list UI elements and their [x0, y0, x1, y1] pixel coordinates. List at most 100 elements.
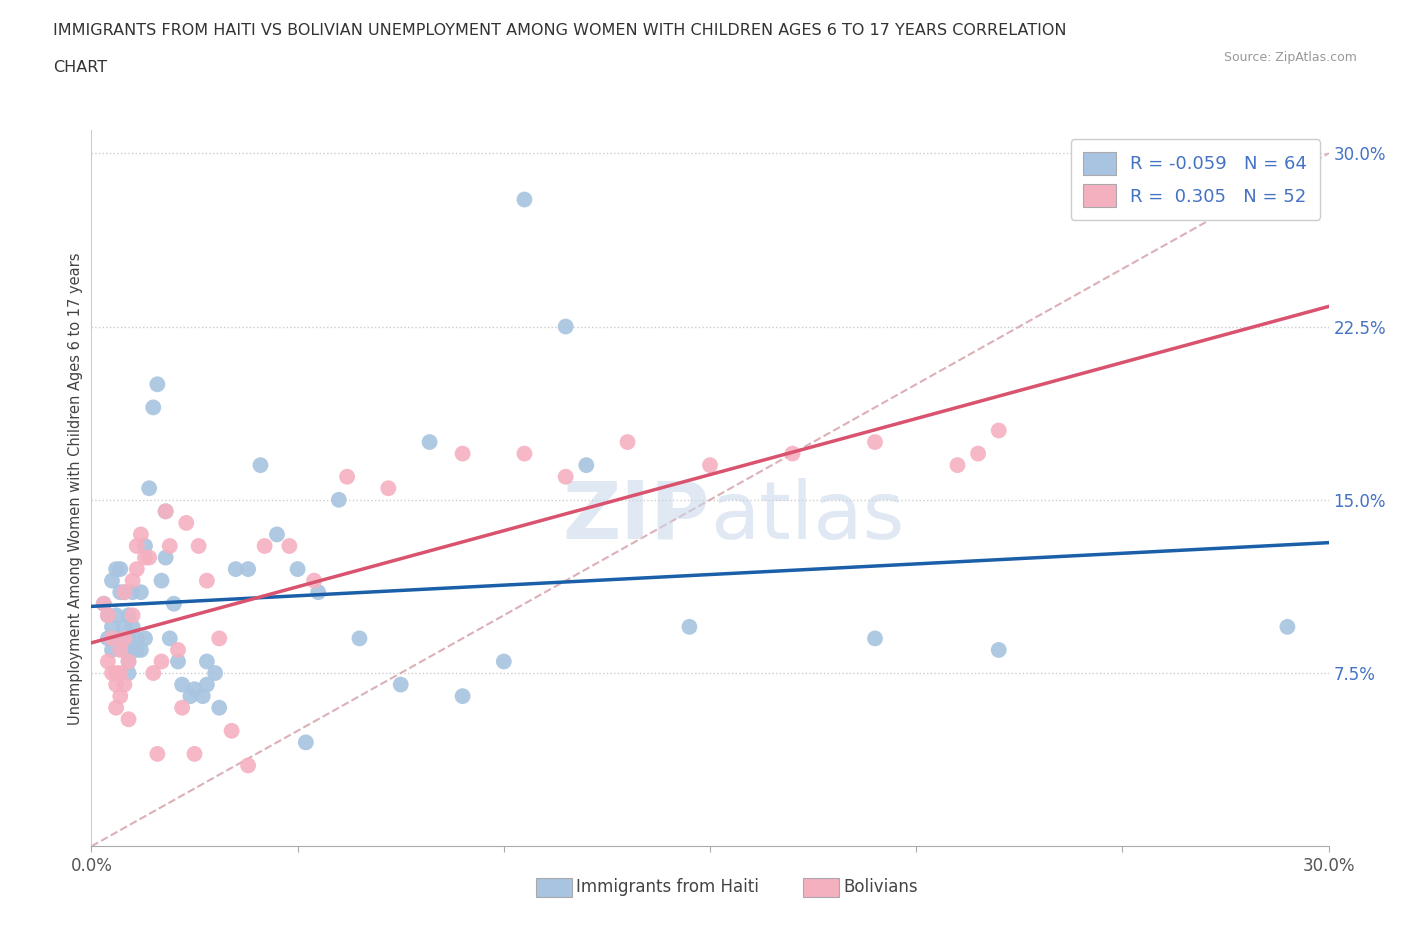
Legend: R = -0.059   N = 64, R =  0.305   N = 52: R = -0.059 N = 64, R = 0.305 N = 52 — [1070, 140, 1320, 219]
Point — [101, 666, 124, 681]
Point — [129, 643, 152, 658]
Point — [513, 193, 536, 207]
Point — [112, 619, 135, 634]
Point — [179, 689, 201, 704]
Point — [93, 596, 115, 611]
Point — [513, 446, 536, 461]
Y-axis label: Unemployment Among Women with Children Ages 6 to 17 years: Unemployment Among Women with Children A… — [67, 252, 83, 724]
Text: CHART: CHART — [53, 60, 107, 75]
Point — [699, 458, 721, 472]
Point — [183, 747, 205, 762]
FancyBboxPatch shape — [536, 878, 572, 897]
Point — [110, 585, 132, 600]
Point — [295, 735, 318, 750]
Point — [155, 504, 177, 519]
Point — [121, 643, 143, 658]
Point — [97, 608, 120, 623]
Point — [302, 573, 325, 588]
Point — [112, 585, 135, 600]
Point — [1277, 619, 1299, 634]
Text: Immigrants from Haiti: Immigrants from Haiti — [576, 878, 759, 897]
Point — [554, 470, 576, 485]
Text: Bolivians: Bolivians — [844, 878, 918, 897]
Point — [93, 596, 115, 611]
Point — [97, 654, 120, 669]
Point — [174, 515, 197, 530]
Point — [125, 538, 148, 553]
Point — [105, 677, 128, 692]
Point — [117, 654, 139, 669]
Point — [451, 446, 474, 461]
Point — [146, 747, 169, 762]
Point — [125, 562, 148, 577]
Point — [97, 608, 120, 623]
Point — [167, 643, 190, 658]
Point — [117, 711, 139, 726]
Point — [110, 689, 132, 704]
Point — [117, 608, 139, 623]
Point — [134, 631, 156, 645]
Text: ZIP: ZIP — [562, 478, 710, 556]
Point — [225, 562, 247, 577]
Point — [134, 551, 156, 565]
Point — [105, 700, 128, 715]
Point — [138, 551, 160, 565]
Point — [183, 682, 205, 697]
Point — [187, 538, 209, 553]
Point — [616, 434, 638, 449]
Point — [554, 319, 576, 334]
Point — [236, 758, 259, 773]
Point — [287, 562, 309, 577]
Point — [117, 654, 139, 669]
Point — [155, 504, 177, 519]
Text: atlas: atlas — [710, 478, 904, 556]
Point — [195, 654, 218, 669]
Point — [112, 677, 135, 692]
Point — [575, 458, 598, 472]
Point — [110, 631, 132, 645]
Point — [195, 677, 218, 692]
Point — [112, 631, 135, 645]
Point — [195, 573, 218, 588]
Point — [125, 643, 148, 658]
Point — [155, 551, 177, 565]
Point — [101, 643, 124, 658]
Point — [142, 400, 165, 415]
Point — [328, 492, 350, 507]
Point — [419, 434, 441, 449]
Point — [110, 562, 132, 577]
Point — [150, 654, 173, 669]
Point — [150, 573, 173, 588]
Point — [97, 631, 120, 645]
Point — [159, 538, 181, 553]
Point — [377, 481, 399, 496]
Point — [266, 527, 288, 542]
Point — [129, 527, 152, 542]
Point — [105, 608, 128, 623]
Point — [172, 677, 194, 692]
Point — [492, 654, 515, 669]
Point — [117, 666, 139, 681]
Point — [105, 666, 128, 681]
Point — [336, 470, 359, 485]
Point — [163, 596, 186, 611]
FancyBboxPatch shape — [803, 878, 839, 897]
Point — [110, 666, 132, 681]
Point — [134, 538, 156, 553]
Point — [236, 562, 259, 577]
Point — [221, 724, 243, 738]
Point — [101, 631, 124, 645]
Point — [389, 677, 412, 692]
Point — [117, 631, 139, 645]
Point — [249, 458, 271, 472]
Text: Source: ZipAtlas.com: Source: ZipAtlas.com — [1223, 51, 1357, 64]
Point — [125, 631, 148, 645]
Point — [121, 573, 143, 588]
Point — [208, 631, 231, 645]
Point — [121, 619, 143, 634]
Point — [678, 619, 700, 634]
Point — [167, 654, 190, 669]
Point — [105, 562, 128, 577]
Point — [987, 643, 1010, 658]
Point — [121, 585, 143, 600]
